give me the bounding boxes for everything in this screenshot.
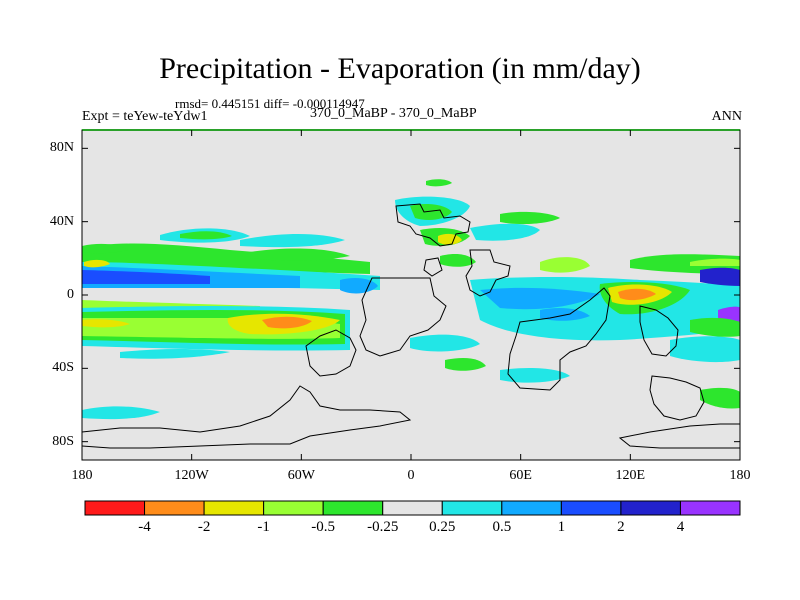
colorbar-swatch [144, 500, 205, 516]
lon-label: 60W [287, 468, 315, 483]
coast-antarctic-east [618, 423, 740, 449]
lon-label: 180 [71, 468, 93, 483]
contour-fields [82, 179, 740, 420]
coastlines [82, 203, 740, 449]
colorbar [84, 500, 741, 516]
field-asia-cyan [470, 223, 540, 241]
lat-label: 80N [49, 140, 74, 156]
colorbar-swatch [560, 500, 622, 516]
colorbar-label: -0.5 [311, 519, 336, 535]
field-tropic-east-blue [480, 287, 600, 310]
coast-west-continent [305, 329, 357, 377]
colorbar-label: 1 [557, 519, 566, 535]
field-sw-yellow-spot [82, 319, 130, 328]
field-tropical-darkblue [82, 270, 210, 284]
coast-antarctic-west [82, 385, 412, 449]
colorbar-swatch [203, 500, 265, 516]
coast-far-east-continent [639, 305, 679, 357]
field-se-green [690, 317, 740, 337]
coast-central-strip [359, 277, 447, 357]
field-atl-cyan-lower [410, 334, 480, 352]
field-atl-blue [340, 278, 378, 294]
coast-north-continent [395, 203, 471, 247]
case-label: 370_0_MaBP - 370_0_MaBP [310, 106, 477, 121]
lat-label: 80S [52, 433, 74, 449]
colorbar-swatch [501, 500, 562, 516]
field-eurasia-yellow [438, 233, 462, 245]
colorbar-swatch [679, 500, 741, 516]
field-atl-green [440, 254, 476, 267]
field-south-pacific-orange [262, 316, 312, 329]
colorbar-swatch [263, 500, 324, 516]
field-nw-green [82, 243, 128, 254]
colorbar-label: 2 [617, 519, 625, 535]
colorbar-swatch [322, 500, 384, 516]
field-atl-green-lower [445, 358, 486, 371]
field-east-darkblue [700, 267, 740, 286]
lat-label: 40S [52, 360, 74, 376]
colorbar-label: -4 [138, 519, 151, 535]
lat-label: 0 [67, 287, 74, 302]
stats-text: rmsd= 0.445151 diff= -0.000114947 [175, 96, 365, 111]
field-far-south-cyan [82, 406, 160, 420]
colorbar-swatch [382, 500, 443, 516]
field-npac-green-2 [250, 248, 350, 261]
coast-mid-continent [465, 249, 511, 297]
field-npac-green-1 [180, 231, 232, 240]
field-east-orange [618, 288, 656, 301]
colorbar-label: -1 [257, 519, 270, 535]
lon-label: 120E [615, 468, 646, 483]
experiment-label: Expt = teYew-teYdw1 [82, 109, 208, 124]
coast-island-1 [423, 257, 443, 277]
lat-label: 40N [49, 213, 74, 229]
colorbar-label: -2 [197, 519, 211, 535]
colorbar-swatch [441, 500, 503, 516]
colorbar-label: 4 [676, 519, 685, 535]
page-title: Precipitation - Evaporation (in mm/day) [159, 52, 641, 85]
field-se-cyan [670, 336, 740, 363]
field-nw-yellow [84, 259, 110, 268]
coast-east-continent [507, 287, 611, 391]
field-asia-green [500, 211, 560, 225]
field-north-subtropic-green [82, 243, 370, 274]
field-natl-green [410, 204, 452, 220]
field-far-south-green [700, 387, 740, 409]
season-label: ANN [711, 109, 742, 124]
field-nfar-green [426, 179, 452, 187]
field-south-atl-cyan [500, 368, 570, 383]
lon-label: 180 [729, 468, 751, 483]
lon-label: 60E [509, 468, 532, 483]
field-south-cyan-streak [120, 349, 230, 359]
field-asia-lime [540, 257, 590, 273]
colorbar-label: 0.5 [492, 519, 512, 535]
colorbar-swatch [620, 500, 681, 516]
field-npac-cyan-2 [240, 234, 345, 248]
coast-south-east [649, 375, 705, 421]
colorbar-label: -0.25 [367, 519, 399, 535]
lon-label: 120W [174, 468, 209, 483]
colorbar-swatch [84, 500, 146, 516]
field-ne-yellow [690, 258, 740, 266]
lon-label: 0 [407, 468, 415, 483]
colorbar-label: 0.25 [429, 519, 456, 535]
axis-ticks [81, 130, 741, 460]
